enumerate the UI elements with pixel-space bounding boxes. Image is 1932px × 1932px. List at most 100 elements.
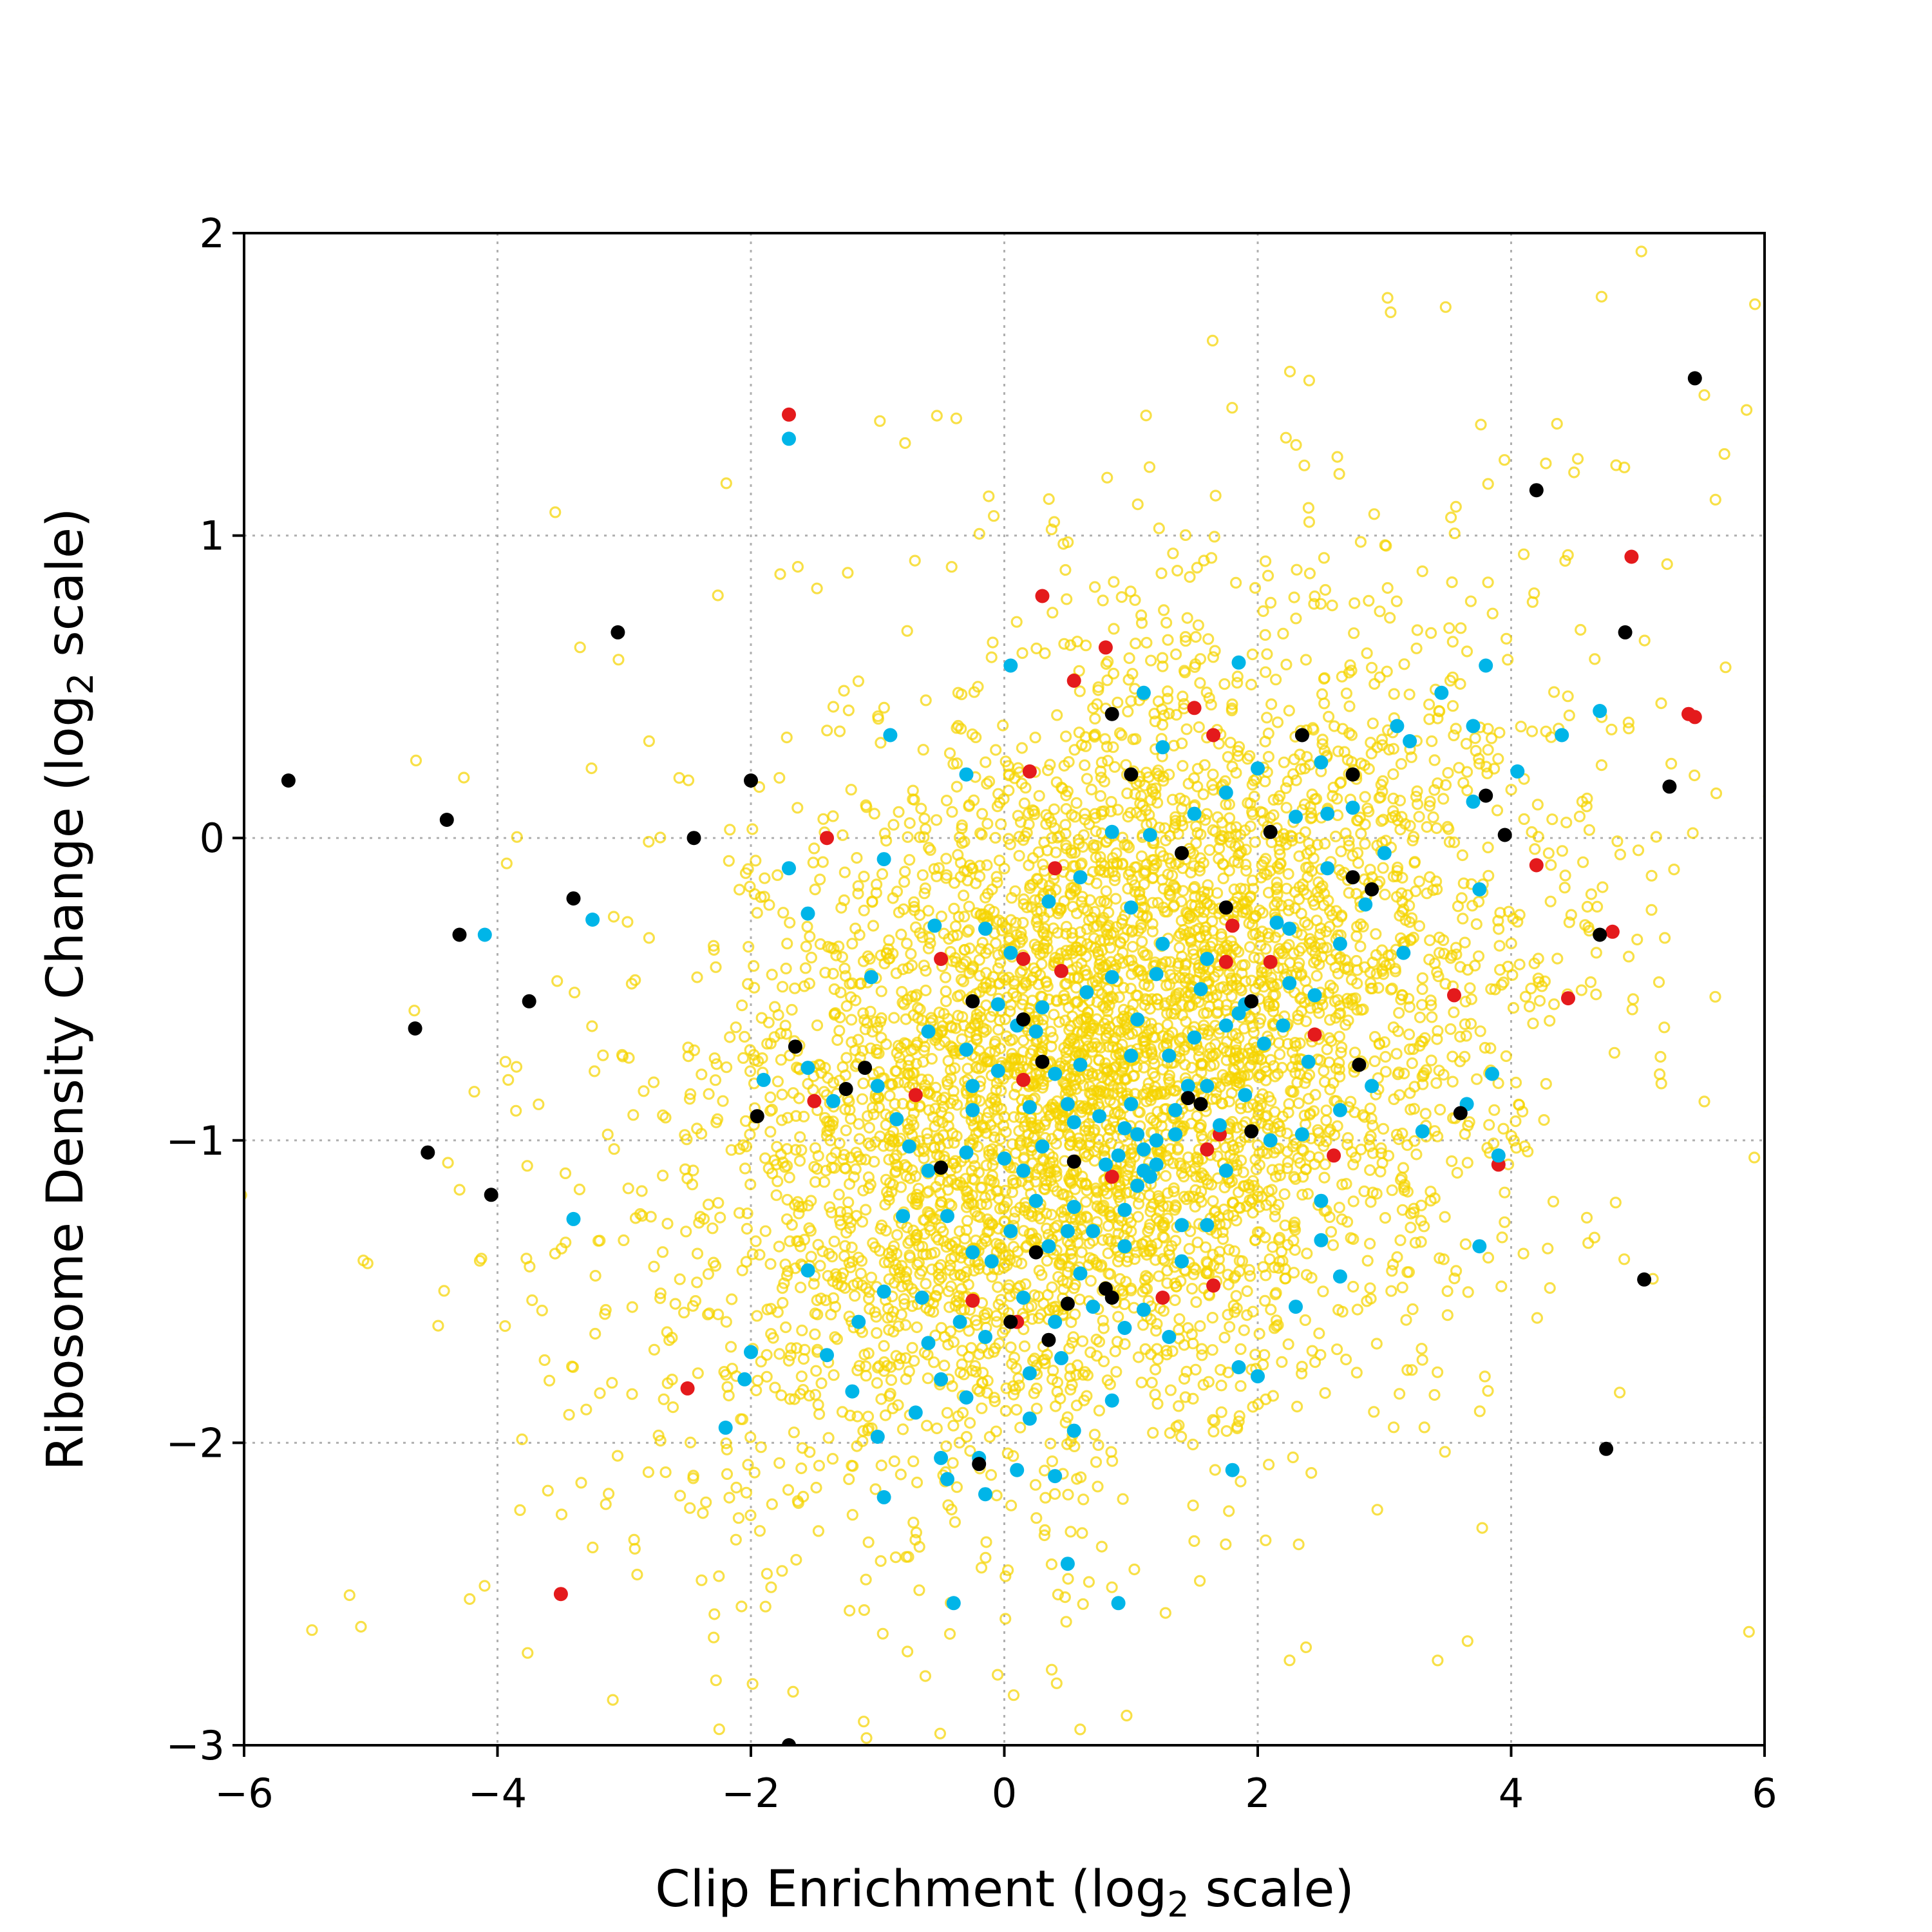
cloud-point	[1048, 516, 1061, 528]
cloud-point	[1065, 1244, 1077, 1257]
cloud-point	[1333, 1030, 1345, 1043]
cloud-point	[1312, 1151, 1325, 1164]
cloud-point	[1654, 1068, 1666, 1081]
cloud-point	[1276, 1356, 1288, 1368]
cloud-point	[1291, 564, 1303, 576]
cloud-point	[500, 857, 513, 869]
cloud-point	[1066, 927, 1078, 939]
cloud-point	[1389, 810, 1401, 822]
cloud-point	[1485, 983, 1497, 995]
cloud-point	[1368, 1055, 1381, 1068]
cloud-point	[1294, 748, 1306, 761]
cloud-point	[891, 886, 904, 898]
cloud-point	[963, 1417, 976, 1429]
cloud-point	[774, 568, 786, 580]
cloud-point	[898, 998, 911, 1010]
cloud-point	[1113, 1273, 1126, 1285]
cloud-point	[1161, 1018, 1173, 1031]
cloud-point	[1167, 1157, 1179, 1170]
cloud-point	[597, 1049, 609, 1061]
cloud-point	[1318, 1171, 1331, 1184]
cloud-point	[986, 1218, 998, 1231]
cloud-point	[1186, 1282, 1198, 1295]
cloud-point	[1267, 1241, 1279, 1253]
cloud-point	[1481, 767, 1493, 780]
cloud-point	[951, 781, 963, 793]
cloud-point	[1450, 942, 1462, 954]
cloud-point	[1206, 1311, 1218, 1324]
cloud-point	[1269, 989, 1282, 1001]
cloud-point	[1324, 1083, 1336, 1095]
cloud-point	[1292, 1009, 1304, 1022]
cloud-point	[432, 1320, 444, 1332]
cloud-point	[1203, 692, 1215, 704]
cloud-point	[1142, 1271, 1154, 1284]
cloud-point	[1025, 1117, 1037, 1129]
cloud-point	[1040, 976, 1052, 989]
cloud-point	[1268, 1261, 1280, 1274]
cloud-point	[1293, 1539, 1305, 1551]
cloud-point	[1139, 1343, 1151, 1355]
cloud-point	[773, 1240, 785, 1253]
cloud-point	[1484, 1042, 1497, 1054]
cloud-point	[1580, 1211, 1593, 1224]
cloud-point	[1121, 787, 1133, 800]
cloud-point	[1207, 1249, 1219, 1261]
cloud-point	[1176, 999, 1188, 1011]
cloud-point	[1359, 791, 1371, 803]
cloud-point	[1439, 301, 1452, 313]
cloud-point	[1454, 1030, 1466, 1043]
cloud-point	[1177, 885, 1189, 897]
cloud-point	[875, 1032, 887, 1044]
cloud-point	[1062, 1128, 1075, 1141]
cloud-point	[1319, 583, 1332, 596]
cloud-point	[1631, 933, 1643, 946]
cloud-point	[1423, 800, 1435, 812]
cloud-point	[955, 688, 968, 701]
cloud-point	[1159, 905, 1171, 918]
cloud-point	[1086, 911, 1099, 924]
cloud-point	[1510, 1076, 1522, 1089]
cloud-point	[1069, 860, 1081, 872]
cloud-point	[1719, 661, 1732, 674]
cloud-point	[1122, 705, 1134, 718]
cloud-point	[1126, 940, 1139, 953]
cloud-point	[1289, 1244, 1301, 1256]
cloud-point	[1222, 1209, 1235, 1221]
cloud-point	[1568, 466, 1580, 478]
cloud-point	[1375, 1142, 1387, 1155]
cloud-point	[543, 1374, 556, 1387]
cloud-point	[922, 1074, 934, 1086]
cloud-point	[1404, 1087, 1416, 1099]
cloud-point	[1497, 976, 1510, 989]
cloud-point	[1138, 1061, 1150, 1074]
cloud-point	[1318, 552, 1330, 564]
cloud-point	[949, 1236, 961, 1249]
cloud-point	[1106, 1581, 1118, 1593]
cloud-point	[724, 1031, 736, 1043]
cloud-point	[1236, 1255, 1249, 1267]
cloud-point	[999, 1126, 1012, 1139]
cloud-point	[983, 1225, 995, 1237]
cloud-point	[1114, 936, 1126, 948]
cloud-point	[1224, 837, 1237, 849]
cloud-point	[974, 827, 987, 839]
cloud-point	[1002, 1282, 1014, 1295]
cloud-point	[1432, 712, 1444, 724]
cloud-point	[1319, 837, 1331, 850]
cloud-point	[938, 1150, 951, 1162]
cloud-point	[1083, 1576, 1095, 1588]
cloud-point	[1333, 952, 1345, 965]
cloud-point	[1446, 1155, 1458, 1168]
cloud-point	[1193, 966, 1206, 979]
cloud-point	[1336, 670, 1348, 683]
cloud-point	[1403, 900, 1416, 912]
cloud-point	[1492, 914, 1504, 927]
cloud-point	[1325, 1226, 1338, 1238]
cloud-point	[1218, 678, 1231, 690]
cloud-point	[1618, 1253, 1631, 1265]
cloud-point	[907, 1067, 919, 1079]
cloud-point	[1282, 775, 1294, 788]
cloud-point	[1282, 1106, 1294, 1119]
cloud-point	[499, 1320, 511, 1332]
